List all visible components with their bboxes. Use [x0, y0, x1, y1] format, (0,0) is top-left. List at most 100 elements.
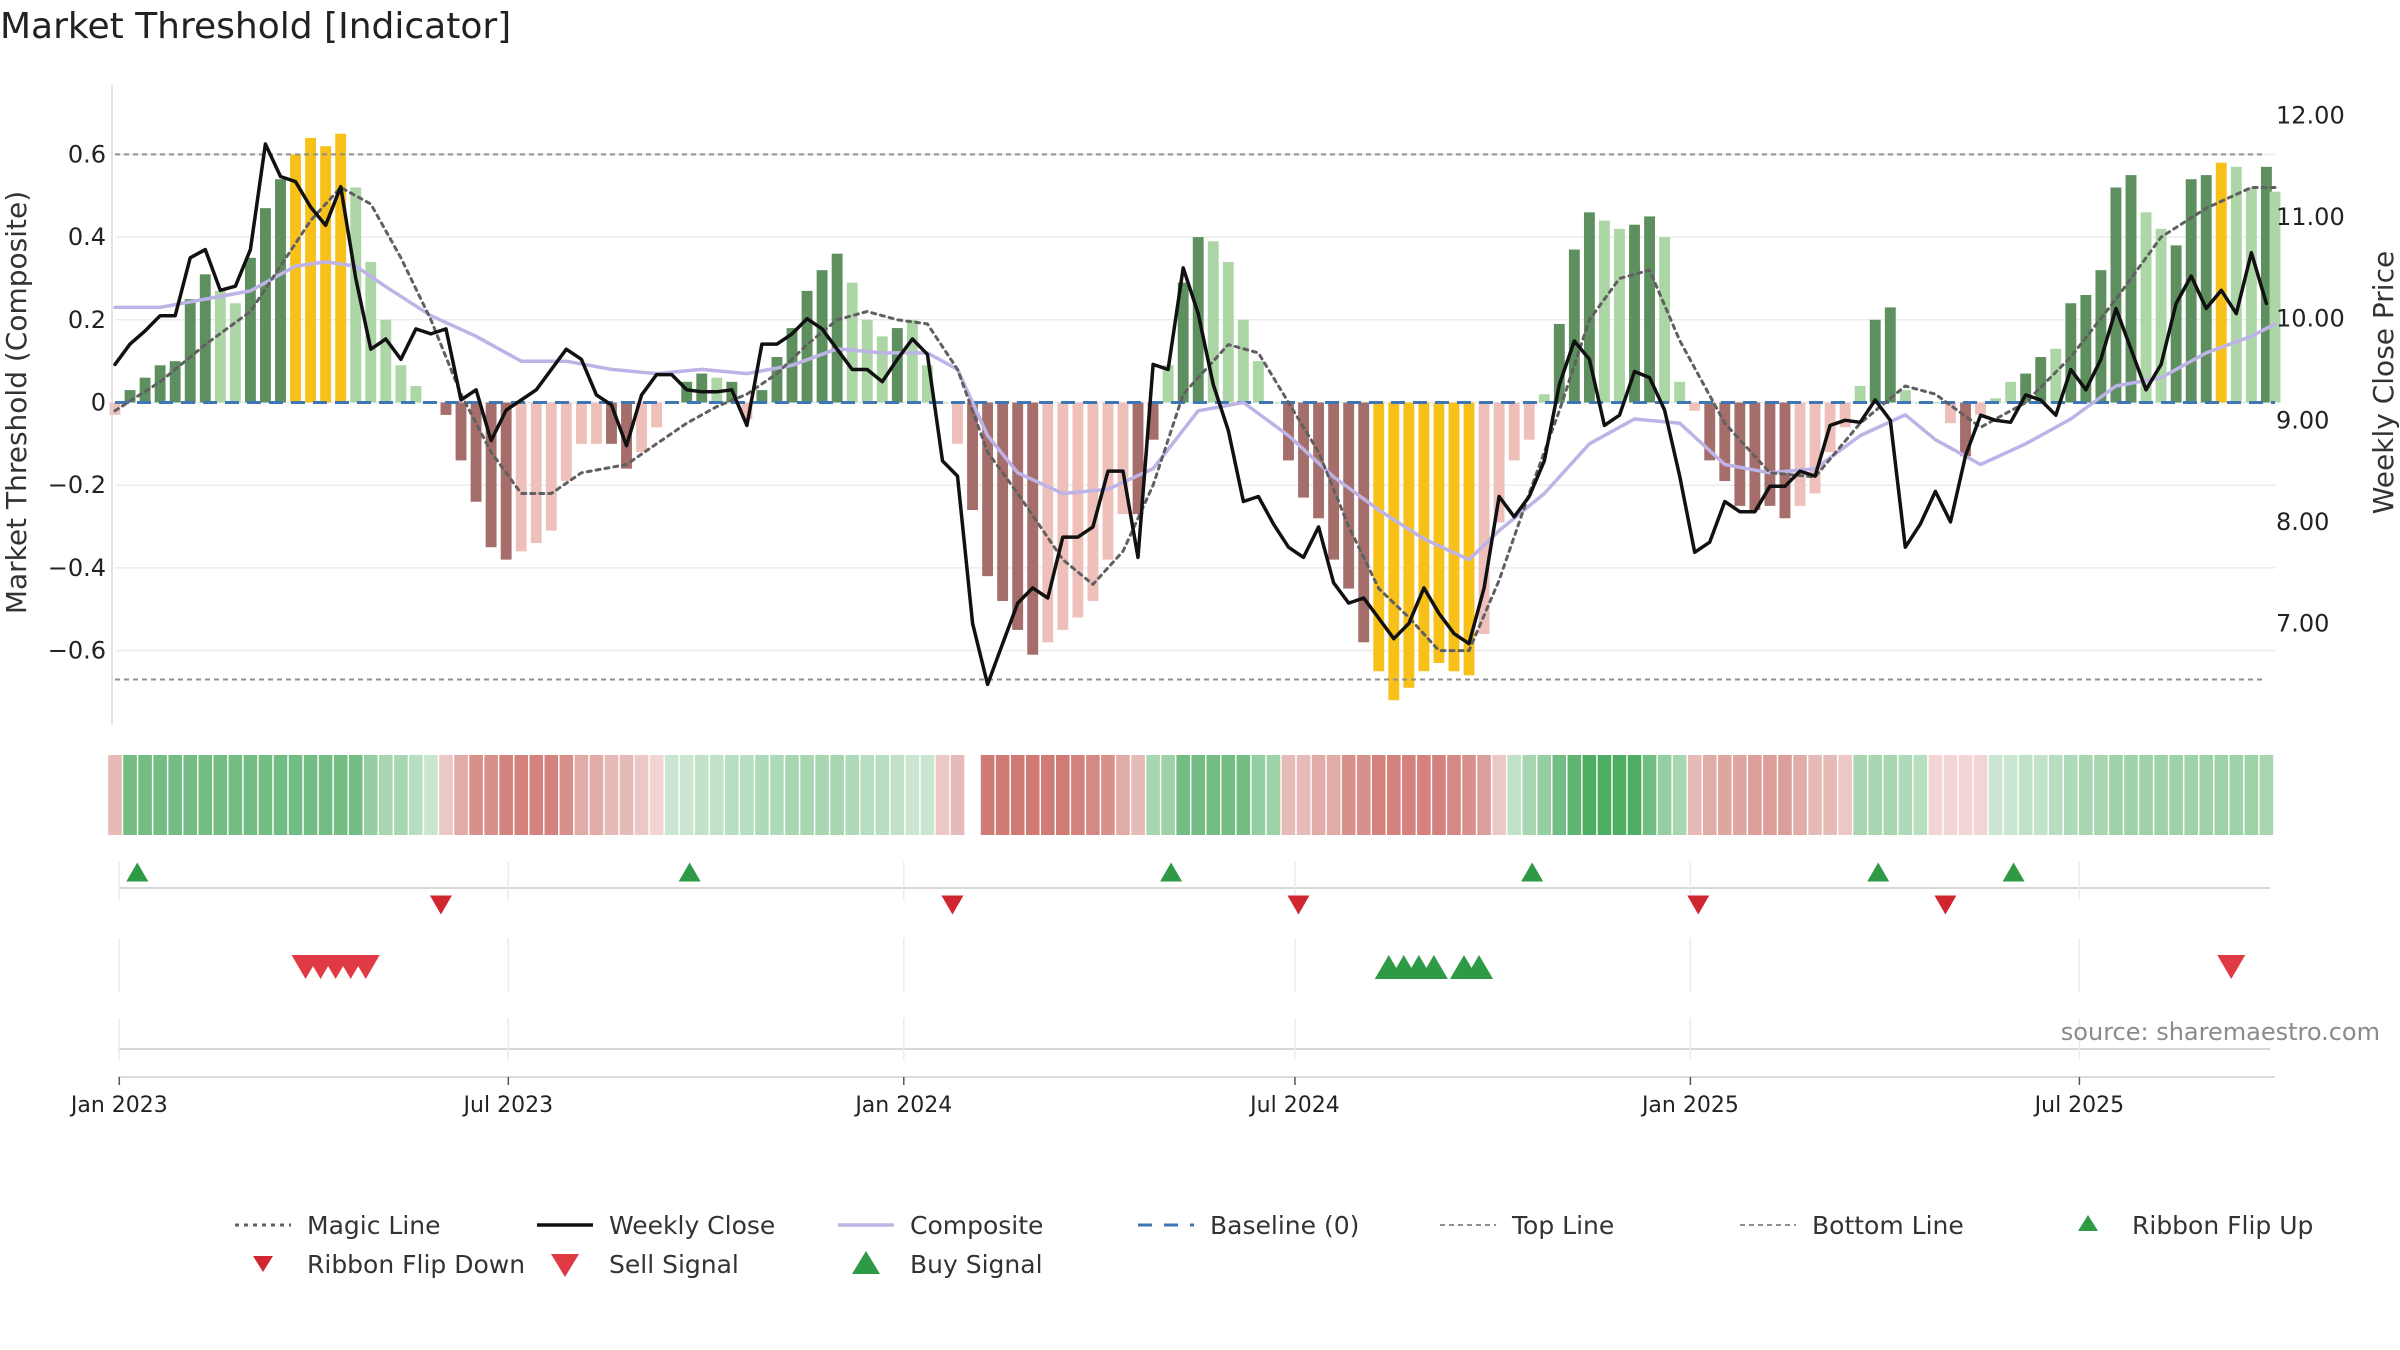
legend-item-ribbon-flip-up: Ribbon Flip Up [2078, 1211, 2313, 1240]
composite-bar-53 [906, 319, 918, 403]
ribbon-cell-60 [1025, 755, 1040, 835]
ribbon-cell-138 [2199, 755, 2214, 835]
ribbon-cell-126 [2018, 755, 2033, 835]
ribbon-cell-102 [1657, 755, 1672, 835]
ribbon-cell-112 [1808, 755, 1822, 835]
ribbon-cell-36 [649, 755, 664, 835]
ribbon-cell-81 [1341, 755, 1356, 835]
legend-item-buy-signal: Buy Signal [852, 1250, 1043, 1279]
ribbon-cell-38 [679, 755, 694, 835]
right-tick-label-2: 10.00 [2276, 305, 2345, 333]
ribbon-cell-35 [634, 755, 649, 835]
ribbon-cell-129 [2064, 755, 2078, 835]
ribbon-cell-65 [1101, 755, 1115, 835]
ribbon-cell-110 [1778, 755, 1792, 835]
composite-bar-27 [515, 402, 527, 552]
series-composite [113, 260, 2277, 562]
composite-bar-64 [1072, 402, 1084, 618]
composite-bar-137 [2170, 245, 2182, 403]
ribbon-cell-31 [574, 755, 589, 835]
composite-bar-140 [2215, 162, 2227, 403]
source-label: source: sharemaestro.com [2061, 1018, 2380, 1046]
composite-bar-30 [560, 402, 572, 482]
ribbon-cell-64 [1086, 755, 1100, 835]
legend-item-weekly-close: Weekly Close [537, 1211, 775, 1240]
ribbon-cell-71 [1191, 755, 1206, 835]
composite-bar-17 [365, 261, 377, 403]
composite-bar-7 [214, 290, 226, 403]
composite-bar-84 [1373, 402, 1385, 672]
ribbon-cell-106 [1717, 755, 1732, 835]
legend-swatch-buy [852, 1251, 880, 1274]
ribbon-cell-32 [589, 755, 604, 835]
composite-bar-129 [2050, 348, 2062, 403]
ribbon-cell-61 [1040, 755, 1055, 835]
composite-bar-54 [921, 365, 933, 403]
composite-bar-130 [2065, 303, 2077, 403]
composite-bar-119 [1899, 390, 1911, 403]
composite-bar-52 [891, 328, 903, 403]
composite-bar-97 [1568, 249, 1580, 403]
composite-bar-10 [260, 208, 271, 403]
composite-bar-74 [1222, 261, 1234, 403]
composite-bar-102 [1644, 216, 1656, 403]
composite-bar-115 [1839, 402, 1851, 428]
composite-bar-6 [199, 274, 211, 403]
composite-bar-85 [1388, 402, 1400, 701]
ribbon-cell-92 [1507, 755, 1521, 835]
ribbon-cell-88 [1447, 755, 1461, 835]
reference-lines [115, 153, 2275, 681]
composite-bar-19 [395, 365, 407, 403]
composite-bar-127 [2020, 373, 2032, 403]
ribbon-cell-4 [168, 755, 182, 835]
left-tick-label-6: −0.6 [48, 637, 106, 665]
legend-label: Top Line [1511, 1211, 1614, 1240]
signal-markers [118, 862, 2275, 1078]
date-tick-label-2: Jan 2024 [853, 1093, 952, 1118]
ribbon-cell-49 [845, 755, 859, 835]
sell-signal-marker-5 [2217, 954, 2246, 980]
composite-bar-48 [831, 253, 843, 403]
composite-bar-18 [380, 319, 392, 403]
composite-bar-43 [756, 390, 768, 403]
ribbon-cell-128 [2048, 755, 2063, 835]
composite-bar-94 [1523, 402, 1535, 440]
legend-swatch-sell [551, 1254, 579, 1277]
ribbon-cell-124 [1988, 755, 2003, 835]
composite-bar-116 [1854, 385, 1866, 403]
composite-bar-20 [410, 385, 422, 403]
composite-bar-125 [1990, 398, 2002, 403]
ribbon-cell-105 [1702, 755, 1717, 835]
composite-bar-62 [1042, 402, 1054, 643]
composite-bar-70 [1162, 365, 1174, 403]
composite-bar-86 [1403, 402, 1415, 688]
ribbon-cell-66 [1116, 755, 1130, 835]
composite-bar-50 [861, 319, 873, 403]
composite-bar-5 [184, 299, 196, 403]
ribbon-cell-30 [559, 755, 574, 835]
ribbon-cell-137 [2184, 755, 2198, 835]
ribbon-cell-131 [2094, 755, 2108, 835]
ribbon-cell-68 [1146, 755, 1160, 835]
ribbon-cell-52 [890, 755, 905, 835]
composite-bar-106 [1704, 402, 1716, 461]
date-tick-label-0: Jan 2023 [69, 1093, 168, 1118]
ribbon-cell-142 [2259, 755, 2274, 835]
composite-bar-95 [1538, 394, 1550, 403]
ribbon-cell-80 [1326, 755, 1341, 835]
legend-item-baseline-0-: Baseline (0) [1138, 1211, 1359, 1240]
chart-title: Market Threshold [Indicator] [0, 6, 511, 47]
ribbon-cell-10 [258, 755, 273, 835]
ribbon-flip-up-marker-5 [2002, 862, 2025, 882]
ribbon-cell-14 [318, 755, 333, 835]
composite-bar-82 [1343, 402, 1355, 589]
ribbon-cell-130 [2079, 755, 2093, 835]
composite-bar-73 [1207, 241, 1219, 403]
axes: 0.6 0.4 0.2 0 −0.2 −0.4 −0.6 Market Threshold (… [0, 85, 2400, 725]
ribbon-flip-up-marker-1 [678, 862, 701, 882]
ribbon-cell-117 [1883, 755, 1898, 835]
composite-bar-24 [470, 402, 482, 502]
ribbon-cell-134 [2139, 755, 2153, 835]
sell-signal-marker-4 [351, 954, 380, 980]
composite-bar-14 [320, 146, 332, 403]
